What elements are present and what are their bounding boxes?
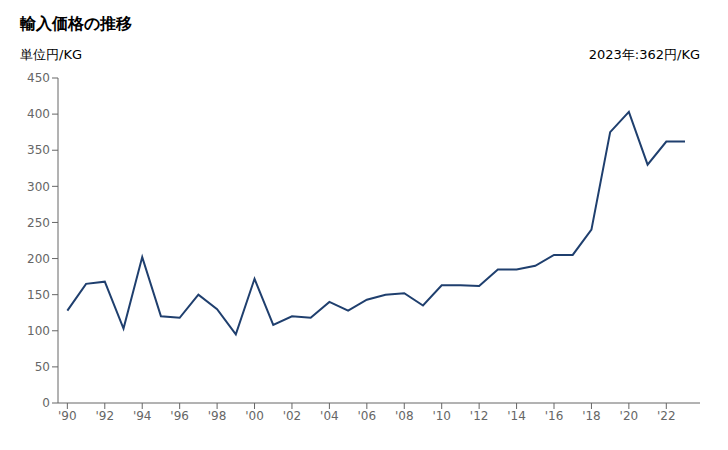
svg-text:300: 300 (27, 180, 50, 194)
svg-text:'14: '14 (507, 409, 526, 423)
svg-text:'92: '92 (96, 409, 115, 423)
svg-text:0: 0 (42, 396, 50, 410)
svg-text:'22: '22 (657, 409, 676, 423)
svg-text:450: 450 (27, 71, 50, 85)
svg-text:150: 150 (27, 288, 50, 302)
svg-text:350: 350 (27, 143, 50, 157)
svg-text:'18: '18 (582, 409, 601, 423)
svg-text:'00: '00 (245, 409, 264, 423)
svg-text:'02: '02 (283, 409, 302, 423)
svg-text:'98: '98 (208, 409, 227, 423)
svg-text:250: 250 (27, 216, 50, 230)
svg-text:'94: '94 (133, 409, 152, 423)
svg-text:'10: '10 (432, 409, 451, 423)
svg-text:200: 200 (27, 252, 50, 266)
svg-text:'96: '96 (170, 409, 189, 423)
html-text:輸入価格の推移: 輸入価格の推移 (20, 14, 132, 33)
svg-text:'16: '16 (545, 409, 564, 423)
svg-text:'08: '08 (395, 409, 414, 423)
html-text:単位円/KG: 単位円/KG (20, 47, 82, 62)
svg-text:'04: '04 (320, 409, 339, 423)
svg-text:'90: '90 (58, 409, 77, 423)
svg-text:'20: '20 (620, 409, 639, 423)
html-text:2023年:362円/KG: 2023年:362円/KG (588, 47, 700, 62)
svg-text:400: 400 (27, 107, 50, 121)
svg-text:'12: '12 (470, 409, 489, 423)
svg-text:100: 100 (27, 324, 50, 338)
svg-text:'06: '06 (358, 409, 377, 423)
svg-text:50: 50 (35, 360, 50, 374)
